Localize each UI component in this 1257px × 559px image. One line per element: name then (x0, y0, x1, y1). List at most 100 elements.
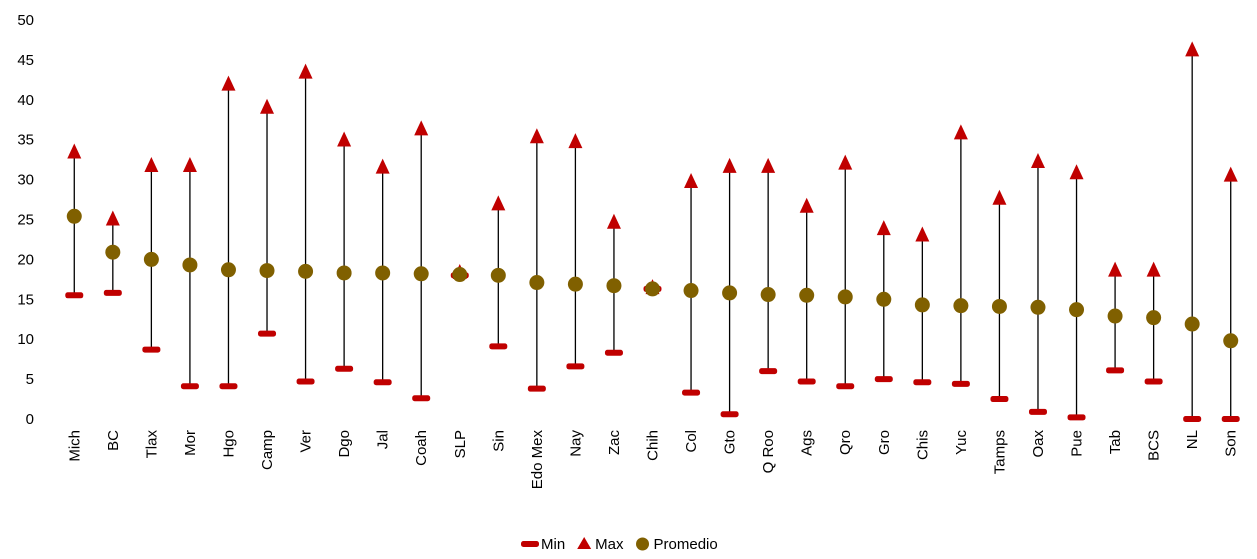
x-category-label: Nay (567, 430, 584, 457)
max-marker (1108, 261, 1123, 277)
max-marker (1030, 153, 1045, 169)
y-tick-label: 50 (17, 12, 34, 29)
y-tick-label: 5 (26, 371, 34, 388)
data-marks (65, 41, 1240, 422)
max-marker (606, 213, 621, 229)
x-category-label: Chis (914, 430, 931, 460)
average-marker (683, 283, 699, 299)
min-marker (759, 368, 778, 375)
average-marker (1146, 310, 1162, 326)
max-marker (1069, 164, 1084, 180)
legend-label: Promedio (654, 536, 718, 553)
y-tick-label: 0 (26, 411, 34, 428)
y-axis: 0 5 10 15 20 25 30 35 40 45 50 (17, 12, 34, 428)
max-marker (876, 220, 891, 236)
x-category-label: Mor (182, 430, 199, 456)
max-marker (221, 75, 236, 91)
average-marker (1184, 316, 1200, 332)
max-marker (838, 154, 853, 170)
legend-max-swatch (577, 537, 592, 549)
x-category-label: Camp (259, 430, 276, 470)
average-marker (1069, 302, 1085, 318)
x-category-label: Ags (799, 430, 816, 456)
x-axis: Mich BC Tlax Mor Hgo Camp Ver Dgo Jal Coah SLP Sin E… (66, 430, 1239, 490)
legend-label: Min (541, 536, 565, 553)
average-marker (914, 297, 930, 313)
min-marker (219, 383, 238, 390)
legend-promedio-swatch (636, 537, 650, 551)
average-marker (336, 265, 352, 281)
y-tick-label: 30 (17, 172, 34, 189)
average-marker (490, 267, 506, 283)
average-marker (953, 298, 969, 314)
max-marker (182, 157, 197, 173)
max-marker (1223, 166, 1238, 182)
max-marker (915, 226, 930, 242)
max-marker (491, 195, 506, 211)
x-category-label: Q Roo (760, 430, 777, 473)
min-marker (1144, 378, 1163, 385)
average-marker (375, 265, 391, 281)
min-marker (258, 330, 277, 337)
min-marker (335, 365, 354, 372)
min-marker (913, 379, 932, 386)
x-category-label: Tab (1107, 430, 1124, 454)
average-marker (722, 285, 738, 301)
average-marker (529, 275, 545, 291)
x-category-label: Gro (876, 430, 893, 455)
legend-item: Promedio (636, 536, 718, 553)
y-tick-label: 10 (17, 331, 34, 348)
min-marker (720, 411, 739, 418)
min-marker (527, 385, 546, 392)
x-category-label: Zac (606, 430, 623, 456)
min-marker (412, 395, 431, 402)
max-marker (799, 197, 814, 213)
average-marker (1107, 308, 1123, 324)
max-marker (568, 133, 583, 149)
max-marker (1146, 261, 1161, 277)
average-marker (799, 287, 815, 303)
legend: Min Max Promedio (521, 536, 718, 553)
average-marker (182, 257, 198, 273)
min-marker (951, 380, 970, 387)
range-lines (73, 50, 1232, 419)
average-marker (143, 251, 159, 267)
x-category-label: Chih (645, 430, 662, 461)
y-tick-label: 40 (17, 92, 34, 109)
average-marker (760, 287, 776, 303)
max-marker (144, 157, 159, 173)
max-marker (529, 128, 544, 144)
average-marker (298, 263, 314, 279)
x-category-label: Tlax (143, 430, 160, 459)
legend-min-swatch (521, 541, 539, 547)
x-category-label: Qro (837, 430, 854, 455)
x-category-label: Son (1223, 430, 1240, 457)
min-marker (1028, 408, 1047, 415)
min-marker (1221, 416, 1240, 422)
x-category-label: Gto (722, 430, 739, 454)
max-marker (722, 157, 737, 173)
average-marker (452, 267, 468, 283)
max-marker (375, 158, 390, 174)
min-marker (836, 383, 855, 390)
x-category-label: BC (105, 430, 122, 451)
average-marker (1223, 333, 1239, 349)
min-marker (103, 289, 122, 296)
min-marker (604, 349, 623, 356)
max-marker (761, 157, 776, 173)
average-marker (1030, 299, 1046, 315)
y-tick-label: 15 (17, 291, 34, 308)
x-category-label: Ver (298, 430, 315, 453)
legend-item: Min (521, 536, 565, 553)
max-marker (105, 210, 120, 226)
average-marker (837, 289, 853, 305)
min-marker (65, 292, 84, 299)
average-marker (606, 278, 622, 294)
y-tick-label: 25 (17, 212, 34, 229)
x-category-label: Oax (1030, 430, 1047, 458)
x-category-label: Yuc (953, 430, 970, 456)
max-marker (337, 131, 352, 147)
x-category-label: Coah (413, 430, 430, 466)
